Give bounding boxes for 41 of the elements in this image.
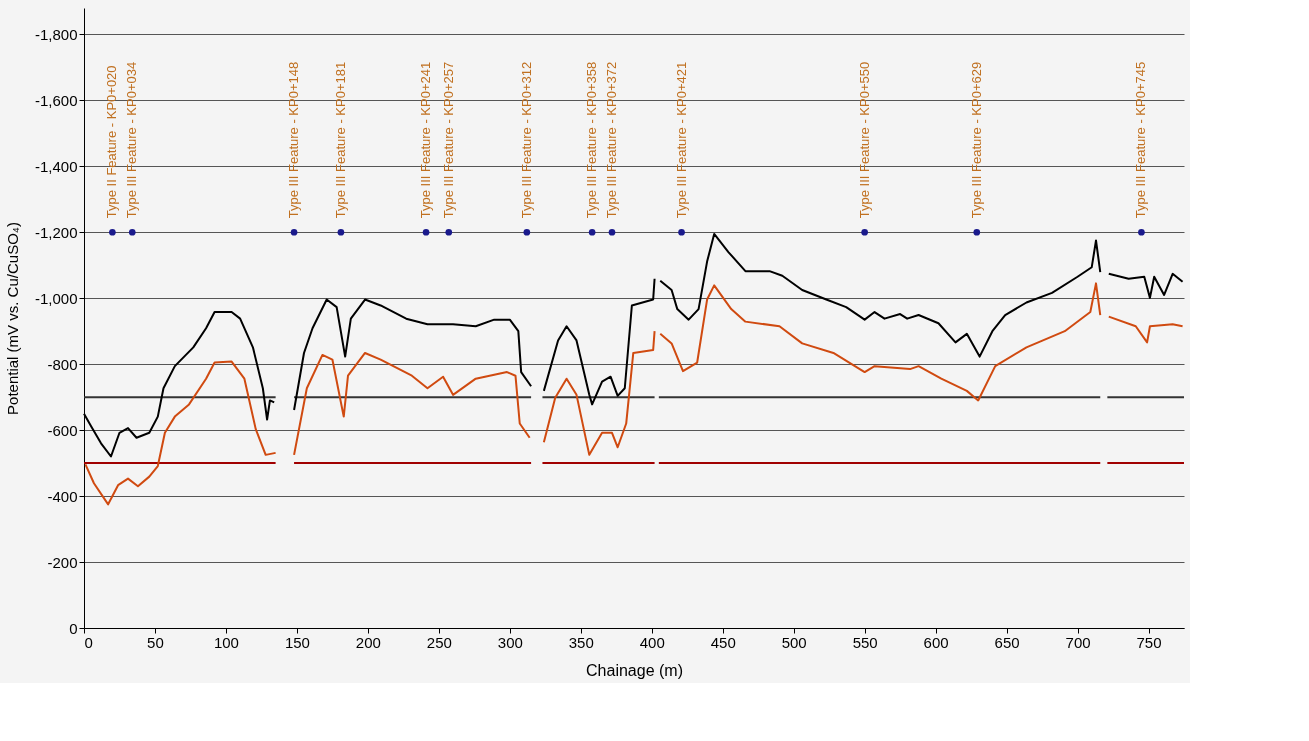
y-tick-label: -200: [47, 553, 78, 571]
annotation: Type II Feature - KP0+020: [104, 65, 120, 219]
annotation: Type III Feature - KP0+421: [673, 61, 689, 219]
annotation: Type III Feature - KP0+629: [968, 61, 984, 219]
x-tick-label: 500: [781, 633, 807, 651]
x-axis-title: Chainage (m): [586, 661, 683, 679]
x-tick-label: 250: [426, 633, 452, 651]
annotation: Type III Feature - KP0+241: [418, 61, 434, 219]
annotation: Type III Feature - KP0+034: [124, 61, 140, 219]
x-tick-label: 750: [1136, 633, 1162, 651]
y-tick-label: -1,600: [34, 91, 78, 109]
x-tick-label: 700: [1065, 633, 1091, 651]
x-tick-label: 350: [568, 633, 594, 651]
annotation: Type III Feature - KP0+181: [332, 61, 348, 219]
y-tick-label: 0: [69, 619, 78, 637]
annotation: Type III Feature - KP0+372: [604, 61, 619, 219]
x-tick-label: 550: [852, 633, 878, 651]
x-tick-label: 400: [639, 633, 665, 651]
x-tick-label: 200: [355, 633, 381, 651]
x-tick-label: 450: [710, 633, 736, 651]
annotation: Type III Feature - KP0+550: [856, 61, 872, 219]
y-axis-title: Potential (mV vs. Cu/CuSO₄): [3, 222, 21, 415]
x-tick-label: 650: [994, 633, 1020, 651]
annotation: Type III Feature - KP0+312: [518, 61, 534, 219]
annotation: Type III Feature - KP0+257: [440, 61, 456, 219]
y-tick-label: -1,400: [34, 157, 78, 175]
x-tick-label: 0: [84, 633, 93, 651]
annotation: Type III Feature - KP0+148: [286, 61, 302, 219]
y-tick-label: -1,000: [34, 289, 78, 307]
y-tick-label: -1,800: [34, 25, 78, 43]
x-tick-label: 300: [497, 633, 523, 651]
y-tick-label: -400: [47, 487, 78, 505]
annotation: Type III Feature - KP0+745: [1133, 61, 1149, 219]
annotation: Type III Feature - KP0+358: [584, 61, 600, 219]
x-tick-label: 100: [213, 633, 239, 651]
x-tick-label: 600: [923, 633, 949, 651]
y-tick-label: -800: [47, 355, 78, 373]
x-tick-label: 150: [284, 633, 310, 651]
y-tick-label: -600: [47, 421, 78, 439]
x-tick-label: 50: [147, 633, 164, 651]
y-tick-label: -1,200: [34, 223, 78, 241]
